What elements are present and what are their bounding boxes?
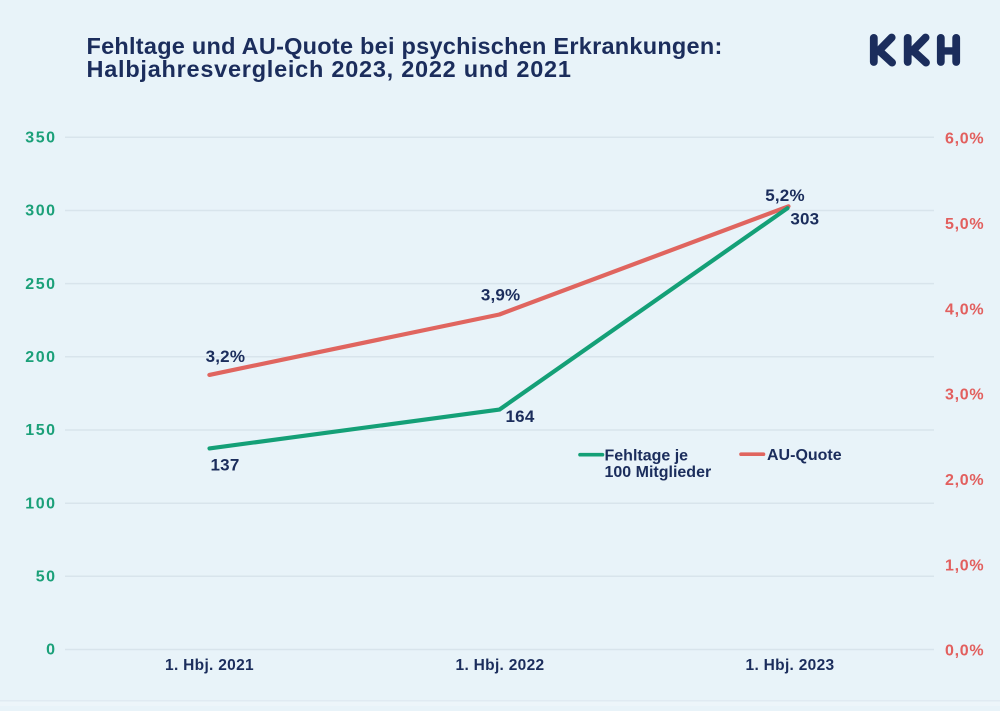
svg-text:3,9%: 3,9% [481, 285, 521, 304]
svg-text:100 Mitglieder: 100 Mitglieder [605, 464, 712, 481]
svg-text:0: 0 [46, 642, 56, 659]
svg-text:1. Hbj. 2023: 1. Hbj. 2023 [746, 657, 835, 674]
svg-text:3,0%: 3,0% [945, 387, 984, 404]
svg-text:Halbjahresvergleich 2023, 2022: Halbjahresvergleich 2023, 2022 und 2021 [87, 56, 572, 82]
svg-text:1. Hbj. 2021: 1. Hbj. 2021 [165, 657, 254, 674]
svg-text:100: 100 [25, 495, 56, 512]
svg-text:1. Hbj. 2022: 1. Hbj. 2022 [456, 657, 545, 674]
svg-text:350: 350 [25, 130, 56, 147]
svg-text:137: 137 [211, 455, 240, 474]
svg-text:3,2%: 3,2% [206, 347, 246, 366]
svg-text:4,0%: 4,0% [945, 301, 984, 318]
svg-text:AU-Quote: AU-Quote [767, 447, 842, 464]
svg-text:2,0%: 2,0% [945, 472, 984, 489]
svg-text:300: 300 [25, 203, 56, 220]
svg-text:0,0%: 0,0% [945, 643, 984, 660]
svg-text:Fehltage und AU-Quote bei psyc: Fehltage und AU-Quote bei psychischen Er… [87, 33, 723, 59]
svg-text:5,0%: 5,0% [945, 216, 984, 233]
svg-text:1,0%: 1,0% [945, 557, 984, 574]
svg-text:6,0%: 6,0% [945, 131, 984, 148]
svg-text:303: 303 [790, 210, 819, 229]
svg-text:5,2%: 5,2% [765, 186, 805, 205]
svg-text:Fehltage je: Fehltage je [605, 447, 689, 464]
svg-text:250: 250 [25, 276, 56, 293]
svg-text:200: 200 [25, 349, 56, 366]
svg-text:164: 164 [506, 407, 535, 426]
svg-text:50: 50 [36, 569, 57, 586]
svg-text:150: 150 [25, 422, 56, 439]
